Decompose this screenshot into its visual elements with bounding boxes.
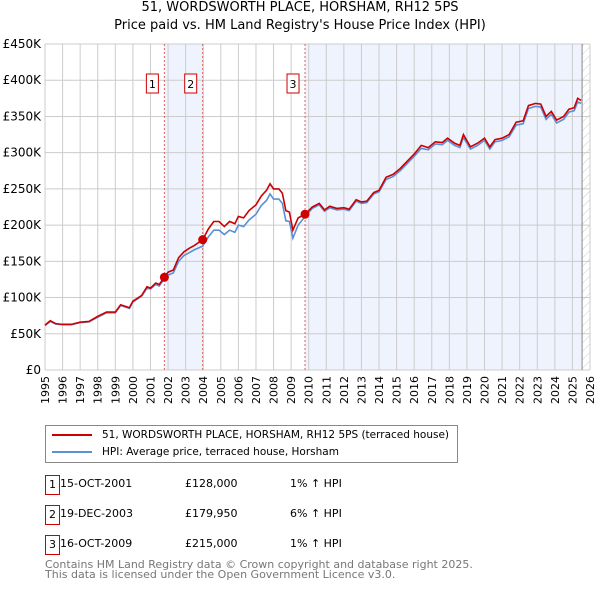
x-tick-label: 2004 — [197, 376, 210, 404]
x-tick-label: 2015 — [391, 376, 404, 404]
legend: 51, WORDSWORTH PLACE, HORSHAM, RH12 5PS … — [45, 425, 458, 463]
x-tick-label: 2008 — [268, 376, 281, 404]
x-tick-label: 2006 — [232, 376, 245, 404]
x-tick-label: 2011 — [320, 376, 333, 404]
sale-row: 3 16-OCT-2009 £215,000 1% ↑ HPI — [45, 535, 465, 555]
x-tick-label: 2001 — [144, 376, 157, 404]
y-tick-label: £50K — [10, 327, 42, 341]
x-tick-label: 2009 — [285, 376, 298, 404]
sale-point — [300, 209, 310, 219]
shade-region — [305, 44, 583, 370]
x-tick-label: 2023 — [531, 376, 544, 404]
hpi-line-swatch — [52, 451, 92, 453]
x-tick-label: 1999 — [109, 376, 122, 404]
legend-item-hpi: HPI: Average price, terraced house, Hors… — [52, 446, 339, 458]
x-tick-label: 2026 — [584, 376, 597, 404]
legend-label: HPI: Average price, terraced house, Hors… — [102, 446, 339, 458]
sale-price: £215,000 — [185, 537, 238, 550]
x-tick-label: 2007 — [250, 376, 263, 404]
y-tick-label: £0 — [26, 363, 41, 377]
sale-hpi-diff: 6% ↑ HPI — [290, 507, 342, 520]
sale-row: 2 19-DEC-2003 £179,950 6% ↑ HPI — [45, 505, 465, 525]
footer-line: Contains HM Land Registry data © Crown c… — [45, 558, 473, 571]
sale-point — [198, 235, 208, 245]
x-tick-label: 2003 — [180, 376, 193, 404]
y-tick-label: £250K — [3, 182, 43, 196]
x-tick-label: 2025 — [566, 376, 579, 404]
sale-number: 1 — [45, 475, 60, 495]
x-tick-label: 2000 — [127, 376, 140, 404]
x-tick-label: 2016 — [408, 376, 421, 404]
sale-marker-label: 3 — [290, 78, 297, 91]
sale-marker-label: 2 — [187, 78, 194, 91]
y-tick-label: £350K — [3, 109, 43, 123]
sale-date: 16-OCT-2009 — [60, 537, 133, 550]
future-hatch — [582, 44, 590, 370]
x-tick-label: 2019 — [461, 376, 474, 404]
chart-subtitle: Price paid vs. HM Land Registry's House … — [114, 18, 486, 33]
sale-row: 1 15-OCT-2001 £128,000 1% ↑ HPI — [45, 475, 465, 495]
x-tick-label: 2017 — [426, 376, 439, 404]
sale-date: 15-OCT-2001 — [60, 477, 133, 490]
sale-marker-box — [286, 73, 300, 94]
x-tick-label: 2018 — [443, 376, 456, 404]
sale-price: £128,000 — [185, 477, 238, 490]
x-tick-label: 2010 — [303, 376, 316, 404]
sale-date: 19-DEC-2003 — [60, 507, 134, 520]
y-tick-label: £450K — [3, 37, 43, 51]
x-tick-label: 2013 — [355, 376, 368, 404]
sale-hpi-diff: 1% ↑ HPI — [290, 537, 342, 550]
sale-marker-box — [184, 73, 198, 94]
x-tick-label: 2002 — [162, 376, 175, 404]
footer-line: This data is licensed under the Open Gov… — [45, 568, 396, 581]
property-line-swatch — [52, 434, 92, 436]
sale-hpi-diff: 1% ↑ HPI — [290, 477, 342, 490]
sale-marker-label: 1 — [149, 78, 156, 91]
x-tick-label: 2014 — [373, 376, 386, 404]
x-tick-label: 1995 — [39, 376, 52, 404]
y-tick-label: £200K — [3, 218, 43, 232]
y-tick-label: £300K — [3, 146, 43, 160]
x-tick-label: 2020 — [479, 376, 492, 404]
x-tick-label: 2024 — [549, 376, 562, 404]
x-tick-label: 2022 — [514, 376, 527, 404]
x-tick-label: 1997 — [74, 376, 87, 404]
chart-title: 51, WORDSWORTH PLACE, HORSHAM, RH12 5PS — [141, 0, 459, 15]
legend-label: 51, WORDSWORTH PLACE, HORSHAM, RH12 5PS … — [102, 429, 450, 441]
y-tick-label: £100K — [3, 291, 43, 305]
sale-number: 2 — [45, 505, 60, 525]
shade-region — [164, 44, 203, 370]
x-tick-label: 2021 — [496, 376, 509, 404]
y-tick-label: £150K — [3, 254, 43, 268]
sale-point — [159, 272, 169, 282]
plot-area: 1995 1996 1997 1998 1999 2000 2001 2002 2003 2004… — [3, 37, 597, 404]
x-tick-label: 1998 — [92, 376, 105, 404]
x-tick-label: 2012 — [338, 376, 351, 404]
sale-marker-box — [145, 73, 159, 94]
x-tick-label: 2005 — [215, 376, 228, 404]
footer: Contains HM Land Registry data © Crown c… — [45, 558, 473, 581]
sale-number: 3 — [45, 535, 60, 555]
legend-item-property: 51, WORDSWORTH PLACE, HORSHAM, RH12 5PS … — [52, 429, 449, 441]
y-tick-label: £400K — [3, 73, 43, 87]
sale-price: £179,950 — [185, 507, 238, 520]
x-tick-label: 1996 — [57, 376, 70, 404]
